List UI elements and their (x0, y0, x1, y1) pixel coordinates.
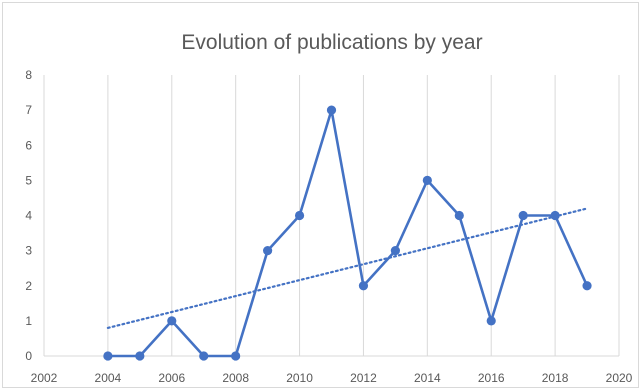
x-tick-label: 2010 (286, 371, 313, 385)
x-tick-label: 2020 (606, 371, 633, 385)
data-point-2012 (358, 281, 369, 291)
data-point-2004 (103, 351, 113, 361)
data-point-2016 (486, 316, 496, 326)
y-tick-label: 8 (25, 68, 32, 82)
chart-title: Evolution of publications by year (181, 31, 482, 54)
x-tick-label: 2002 (31, 371, 58, 385)
x-tick-label: 2006 (158, 371, 185, 385)
series (103, 105, 592, 361)
data-point-2017 (518, 210, 528, 221)
data-point-2014 (422, 175, 432, 185)
data-point-2008 (231, 351, 241, 361)
data-point-2015 (454, 210, 464, 221)
data-point-2006 (167, 316, 177, 326)
data-point-2018 (550, 210, 560, 221)
data-point-2005 (135, 351, 145, 361)
x-tick-label: 2016 (478, 371, 505, 385)
data-point-2007 (199, 351, 209, 361)
y-axis-ticks: 0 1 2 3 4 5 6 7 8 (25, 68, 32, 363)
x-tick-label: 2008 (222, 371, 249, 385)
trendline (106, 207, 589, 329)
series-line (106, 108, 589, 358)
data-point-2013 (390, 246, 400, 256)
x-axis-ticks: 2002 2004 2006 2008 2010 2012 2014 2016 2018 2020 (31, 371, 633, 385)
data-point-2010 (294, 210, 305, 221)
y-tick-label: 0 (25, 349, 32, 363)
x-tick-label: 2012 (350, 371, 377, 385)
y-tick-label: 7 (25, 103, 32, 117)
y-tick-label: 3 (25, 244, 32, 258)
data-point-2019 (582, 281, 592, 291)
x-tick-label: 2018 (542, 371, 569, 385)
y-tick-label: 5 (25, 173, 32, 187)
y-tick-label: 1 (25, 314, 32, 328)
x-tick-label: 2014 (414, 371, 441, 385)
y-tick-label: 6 (25, 138, 32, 152)
data-point-2009 (263, 246, 273, 256)
x-tick-label: 2004 (95, 371, 122, 385)
data-point-2011 (326, 105, 337, 115)
y-tick-label: 2 (25, 279, 32, 293)
y-tick-label: 4 (25, 209, 32, 223)
linear-trendline (106, 207, 589, 329)
